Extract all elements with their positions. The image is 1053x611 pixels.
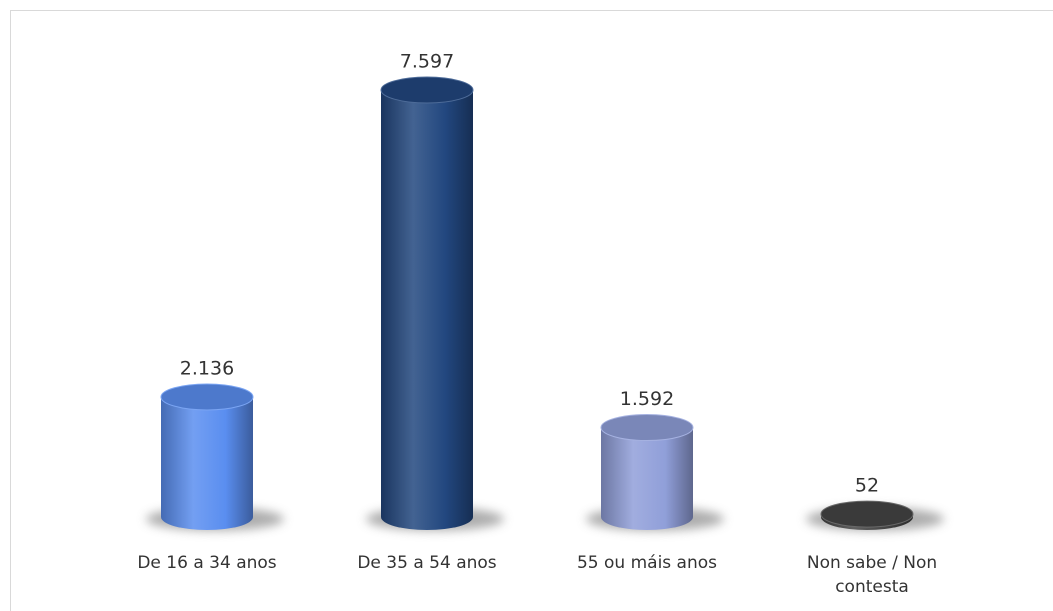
chart-frame <box>10 10 1053 611</box>
bar <box>161 396 253 517</box>
bar <box>601 427 693 517</box>
bar-top <box>820 500 914 528</box>
data-label: 52 <box>855 475 879 497</box>
x-tick-label: 55 ou máis anos <box>576 553 718 573</box>
bar-top <box>600 414 694 442</box>
data-label: 2.136 <box>180 357 234 379</box>
x-tick-label: Non sabe / Non contesta <box>806 553 938 597</box>
data-label: 1.592 <box>620 388 674 410</box>
x-tick-label: De 35 a 54 anos <box>357 553 497 573</box>
x-tick-label: De 16 a 34 anos <box>137 553 277 573</box>
data-label: 7.597 <box>400 51 454 73</box>
bar-top <box>160 383 254 411</box>
bar-top <box>380 76 474 104</box>
bar <box>381 90 473 517</box>
